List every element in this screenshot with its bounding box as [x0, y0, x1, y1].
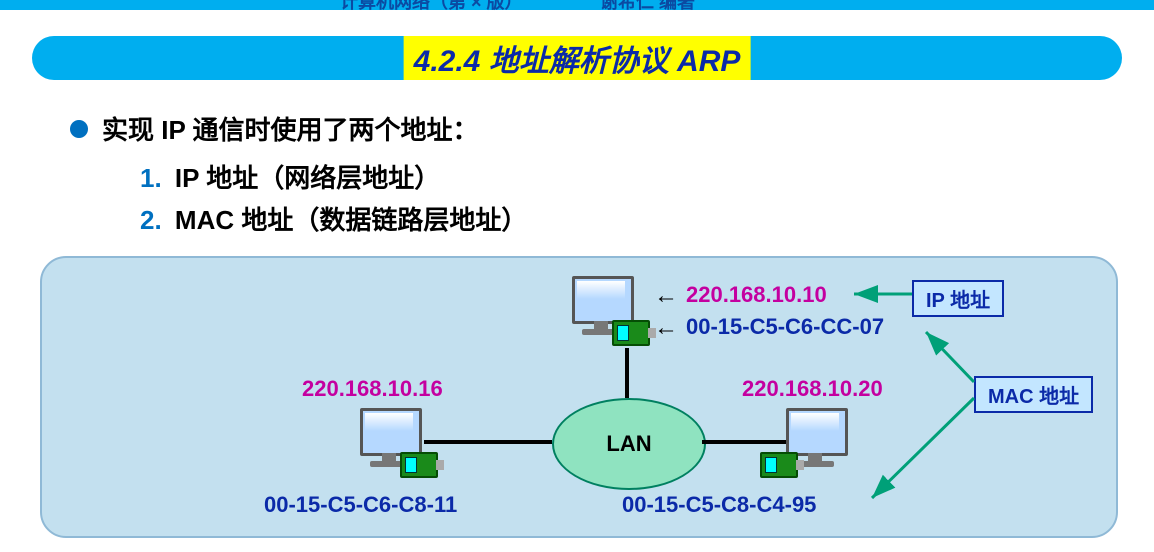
wire-left [424, 440, 552, 444]
bullet-item-1-num: 1. [140, 163, 162, 193]
arrow-mac-icon: ← [654, 314, 678, 342]
bullet-item-1-text: IP 地址（网络层地址） [175, 163, 440, 193]
pc-right-ip: 220.168.10.20 [742, 376, 883, 402]
section-title: 4.2.4 地址解析协议 ARP [414, 36, 741, 80]
monitor-stand [808, 453, 822, 461]
ip-tag: IP 地址 [912, 280, 1004, 317]
top-bar [0, 0, 1154, 10]
crumb-right: 谢希仁 编著 [600, 0, 695, 14]
pc-right-mac: 00-15-C5-C8-C4-95 [622, 492, 816, 518]
nic-left-icon [400, 452, 438, 478]
arrow-ip-icon: ← [654, 282, 678, 310]
crumb-left: 计算机网络（第 × 版） [340, 0, 523, 14]
monitor-icon [360, 408, 422, 456]
bullet-main-text: 实现 IP 通信时使用了两个地址： [102, 110, 479, 147]
pc-left-mac: 00-15-C5-C6-C8-11 [264, 492, 457, 518]
pc-top-ip: 220.168.10.10 [686, 282, 827, 308]
bullet-main-row: 实现 IP 通信时使用了两个地址： [70, 110, 479, 147]
nic-top-icon [612, 320, 650, 346]
monitor-stand [594, 321, 608, 329]
pc-left-ip: 220.168.10.16 [302, 376, 443, 402]
bullet-item-2-text: MAC 地址（数据链路层地址） [175, 205, 527, 235]
mac-tag: MAC 地址 [974, 376, 1093, 413]
bullet-dot-icon [70, 120, 88, 138]
wire-right [702, 440, 797, 444]
diagram-panel: LAN ← ← 220.168.10.10 00-15-C5-C6-CC-07 … [40, 256, 1118, 538]
monitor-stand [382, 453, 396, 461]
pc-top-mac: 00-15-C5-C6-CC-07 [686, 314, 884, 340]
monitor-icon [572, 276, 634, 324]
bullet-item-2: 2. MAC 地址（数据链路层地址） [140, 200, 527, 237]
lan-label: LAN [606, 431, 651, 457]
wire-top [625, 348, 629, 398]
monitor-icon [786, 408, 848, 456]
lan-node: LAN [552, 398, 706, 490]
title-highlight: 4.2.4 地址解析协议 ARP [404, 36, 751, 80]
nic-right-icon [760, 452, 798, 478]
bullet-item-2-num: 2. [140, 205, 162, 235]
bullet-item-1: 1. IP 地址（网络层地址） [140, 158, 440, 195]
